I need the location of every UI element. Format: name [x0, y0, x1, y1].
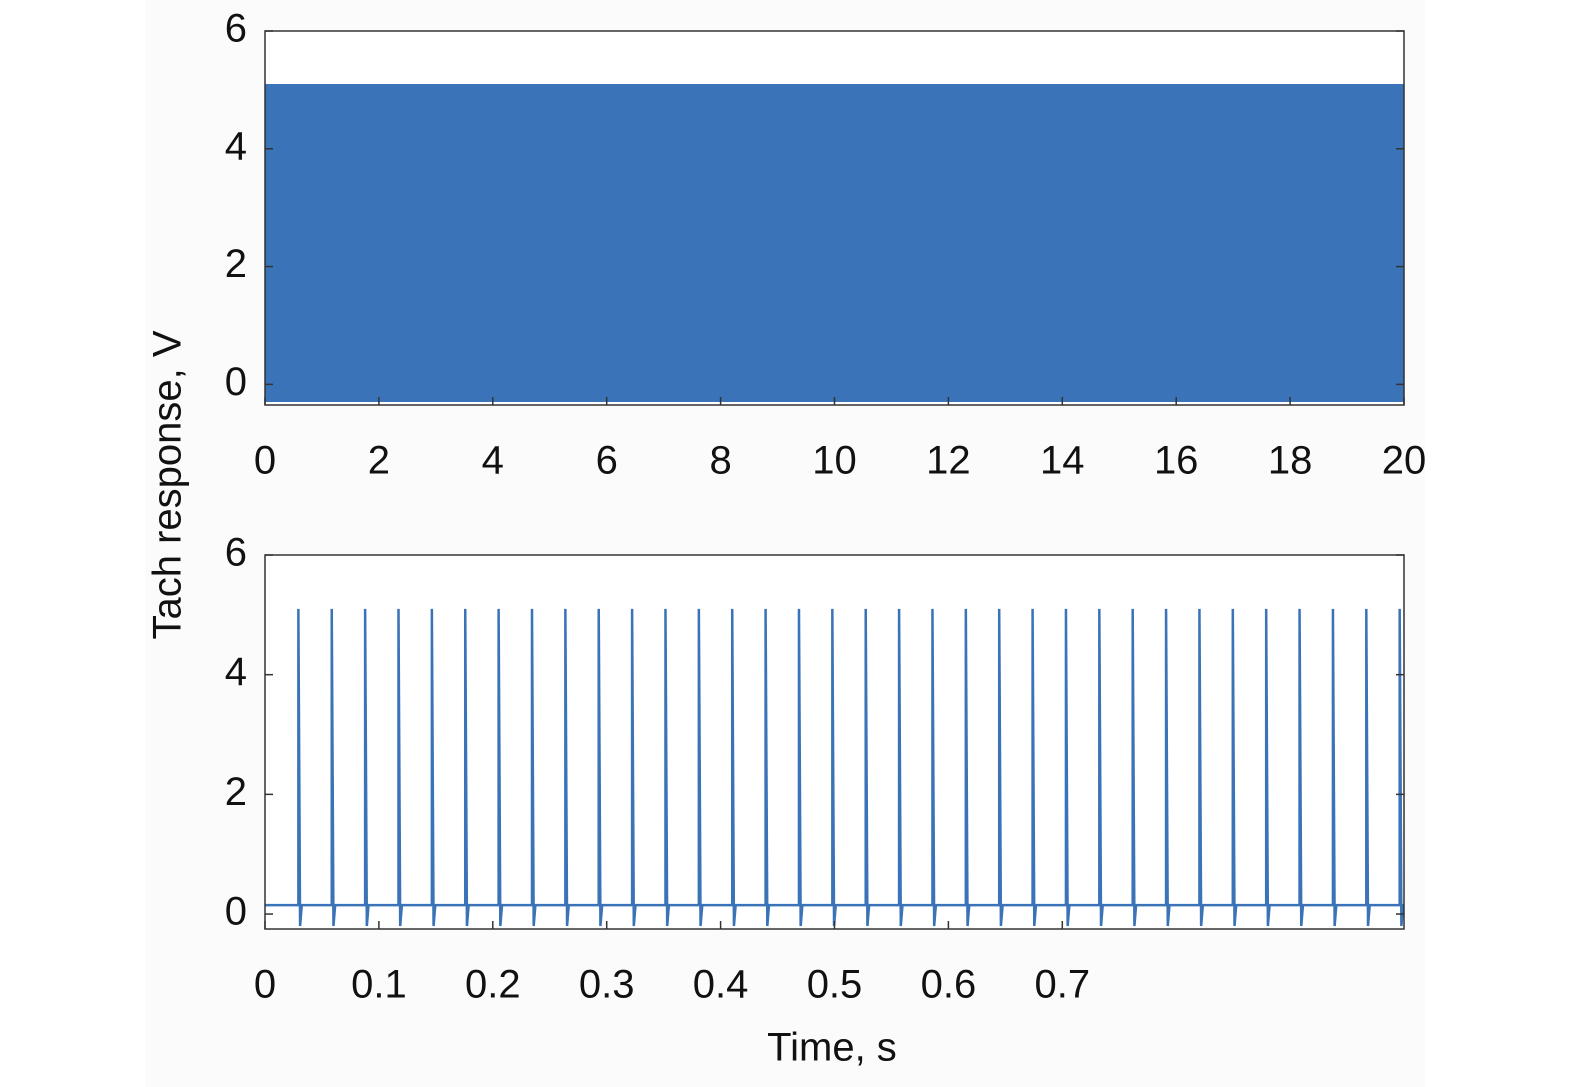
- x-tick-label: 16: [1154, 439, 1199, 483]
- x-tick-label: 0.1: [351, 963, 407, 1007]
- x-tick-label: 0.3: [579, 963, 635, 1007]
- x-tick-label: 18: [1268, 439, 1313, 483]
- x-tick-label: 0.5: [807, 963, 863, 1007]
- y-tick-label: 6: [225, 7, 247, 51]
- x-tick-label: 14: [1040, 439, 1085, 483]
- x-tick-label: 0: [254, 963, 276, 1007]
- x-tick-label: 0.7: [1034, 963, 1090, 1007]
- x-tick-label: 2: [368, 439, 390, 483]
- signal-band: [265, 84, 1404, 403]
- y-tick-label: 6: [225, 531, 247, 575]
- x-axis-label: Time, s: [767, 1026, 897, 1070]
- x-tick-label: 4: [482, 439, 504, 483]
- y-tick-label: 2: [225, 242, 247, 286]
- x-tick-label: 6: [596, 439, 618, 483]
- y-tick-label: 4: [225, 650, 247, 694]
- signal-line: [265, 608, 1405, 927]
- x-tick-label: 0.4: [693, 963, 749, 1007]
- x-tick-label: 8: [709, 439, 731, 483]
- y-tick-label: 0: [225, 890, 247, 934]
- x-tick-label: 20: [1382, 439, 1427, 483]
- x-tick-label: 0: [254, 439, 276, 483]
- y-axis-label: Tach response, V: [146, 330, 190, 639]
- x-tick-label: 0.2: [465, 963, 521, 1007]
- x-tick-label: 0.6: [921, 963, 977, 1007]
- y-tick-label: 0: [225, 360, 247, 404]
- x-tick-label: 12: [926, 439, 971, 483]
- x-tick-label: 10: [812, 439, 857, 483]
- y-tick-label: 4: [225, 124, 247, 168]
- y-tick-label: 2: [225, 770, 247, 814]
